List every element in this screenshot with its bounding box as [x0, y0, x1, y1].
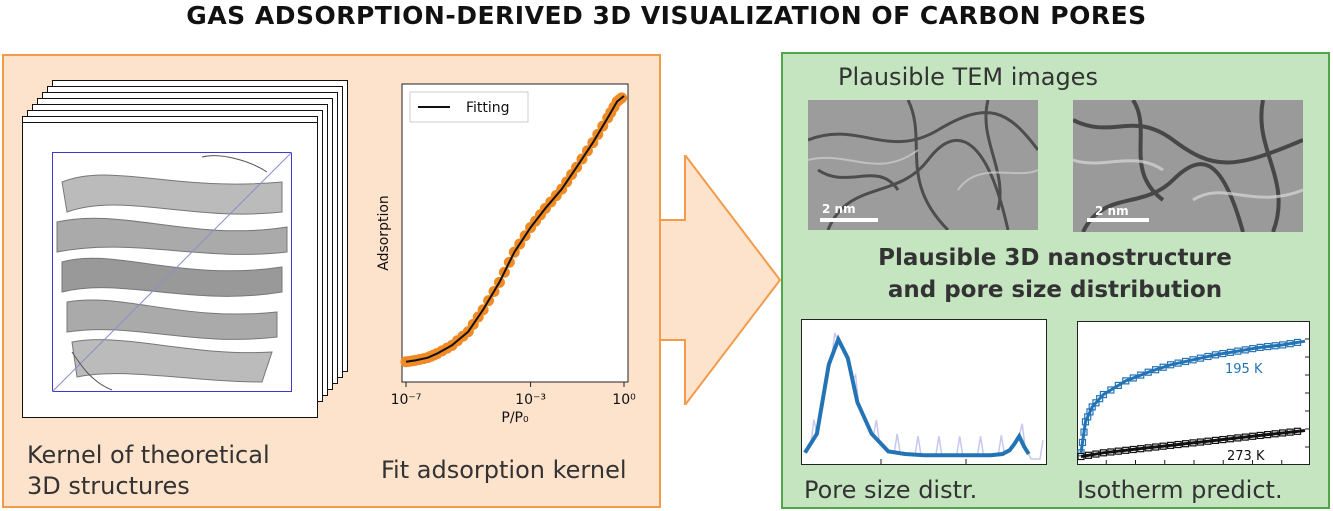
isotherm-point — [1204, 352, 1212, 361]
tem-heading: Plausible TEM images — [838, 63, 1098, 91]
isotherm-point — [1080, 428, 1088, 436]
isotherm-point — [1096, 395, 1104, 403]
isotherm-point — [1189, 439, 1197, 447]
isotherm-point — [1271, 430, 1279, 438]
isotherm-point — [1256, 431, 1264, 440]
isotherm-point — [1211, 351, 1219, 359]
isotherm-point — [1211, 436, 1219, 445]
isotherm-point — [1086, 408, 1094, 416]
isotherm-point — [1144, 444, 1152, 452]
kernel-caption-line2: 3D structures — [27, 472, 190, 500]
kernel-caption-line1: Kernel of theoretical — [27, 441, 270, 469]
isotherm-point — [1137, 371, 1145, 379]
isotherm-point — [1099, 390, 1107, 399]
isotherm-point — [1166, 441, 1175, 449]
isotherm-point — [1077, 452, 1085, 461]
tem-image-2 — [1073, 100, 1303, 232]
flow-arrow — [661, 155, 782, 405]
isotherm-point — [1249, 432, 1257, 440]
isotherm-point — [1256, 343, 1264, 351]
y-axis-label: Adsorption — [376, 195, 392, 271]
isotherm-point — [1084, 451, 1093, 459]
isotherm-point — [1122, 377, 1130, 385]
isotherm-point — [1129, 374, 1137, 382]
isotherm-point — [1092, 399, 1100, 407]
isotherm-point — [1114, 447, 1122, 455]
isotherm-point — [1264, 342, 1272, 351]
series-273k — [1077, 427, 1306, 461]
x-tick-label: 10⁰ — [612, 392, 636, 408]
isotherm-point — [1092, 450, 1100, 458]
main-title: GAS ADSORPTION-DERIVED 3D VISUALIZATION … — [186, 1, 1147, 30]
isotherm-point — [1204, 437, 1212, 445]
carbon-structure-render — [52, 152, 292, 392]
isotherm-point — [1286, 428, 1294, 436]
isotherm-point — [1279, 341, 1287, 349]
isotherm-point — [1241, 346, 1249, 354]
isotherm-point — [1084, 413, 1092, 421]
fit-caption: Fit adsorption kernel — [381, 456, 627, 484]
isotherm-point — [1189, 356, 1197, 364]
isotherm-point — [1181, 440, 1190, 448]
isotherm-point — [1078, 438, 1087, 447]
x-tick-label: 10⁻³ — [515, 392, 546, 408]
plot-frame — [401, 83, 629, 383]
tem-scale-2: 2 nm — [1095, 204, 1129, 218]
isotherm-caption: Isotherm predict. — [1077, 476, 1283, 504]
x-tick-group: 10⁻⁷ 10⁻³ 10⁰ — [391, 382, 636, 408]
label-273k: 273 K — [1227, 449, 1265, 464]
x-axis-label: P/P₀ — [501, 410, 529, 426]
series-195k — [1077, 338, 1306, 457]
isotherm-point — [1226, 348, 1234, 356]
isotherm-point — [1088, 403, 1096, 411]
isotherm-point — [1293, 338, 1302, 347]
isotherm-point — [1166, 361, 1175, 369]
adsorption-fit-chart: Adsorption 10⁻⁷ 10⁻³ 10⁰ P/P₀ Fitting — [376, 83, 636, 426]
x-tick-label: 10⁻⁷ — [391, 392, 422, 408]
isotherm-point — [1174, 359, 1182, 367]
isotherm-point — [1099, 449, 1107, 457]
isotherm-chart: 195 K 273 K — [1077, 321, 1310, 465]
isotherm-point — [1234, 434, 1242, 442]
isotherm-line — [1080, 429, 1306, 458]
legend-label: Fitting — [466, 100, 510, 116]
isotherm-point — [1181, 357, 1190, 366]
isotherm-point — [1279, 429, 1287, 437]
isotherm-point — [1249, 345, 1257, 353]
nanostructure-line1: Plausible 3D nanostructure — [878, 245, 1232, 271]
isotherm-point — [1293, 427, 1302, 435]
isotherm-point — [1196, 354, 1205, 362]
isotherm-point — [1152, 443, 1160, 451]
isotherm-point — [1174, 440, 1182, 449]
isotherm-point — [1114, 381, 1122, 390]
isotherm-point — [1196, 438, 1205, 446]
isotherm-point — [1219, 350, 1227, 358]
label-195k: 195 K — [1225, 362, 1263, 377]
psd-caption: Pore size distr. — [804, 476, 978, 504]
fit-line — [405, 95, 625, 363]
isotherm-line — [1079, 339, 1306, 454]
isotherm-point — [1152, 366, 1160, 374]
psd-line — [803, 334, 1031, 458]
isotherm-point — [1219, 435, 1227, 444]
isotherm-point — [1107, 448, 1115, 456]
isotherm-point — [1144, 368, 1152, 376]
isotherm-point — [1271, 342, 1279, 350]
isotherm-point — [1122, 446, 1130, 454]
nanostructure-line2: and pore size distribution — [887, 277, 1223, 303]
isotherm-point — [1226, 435, 1234, 443]
isotherm-point — [1159, 442, 1167, 450]
isotherm-point — [1286, 340, 1294, 348]
isotherm-point — [1107, 386, 1115, 394]
isotherm-point — [1241, 433, 1249, 441]
isotherm-point — [1081, 418, 1090, 426]
isotherm-point — [1159, 363, 1167, 371]
isotherm-point — [1129, 445, 1137, 454]
isotherm-point — [1234, 347, 1242, 355]
isotherm-point — [1137, 445, 1145, 453]
isotherm-point — [1264, 431, 1272, 439]
tem-scale-1: 2 nm — [822, 202, 856, 216]
pore-size-chart — [801, 319, 1047, 465]
tem-image-1 — [808, 100, 1038, 230]
